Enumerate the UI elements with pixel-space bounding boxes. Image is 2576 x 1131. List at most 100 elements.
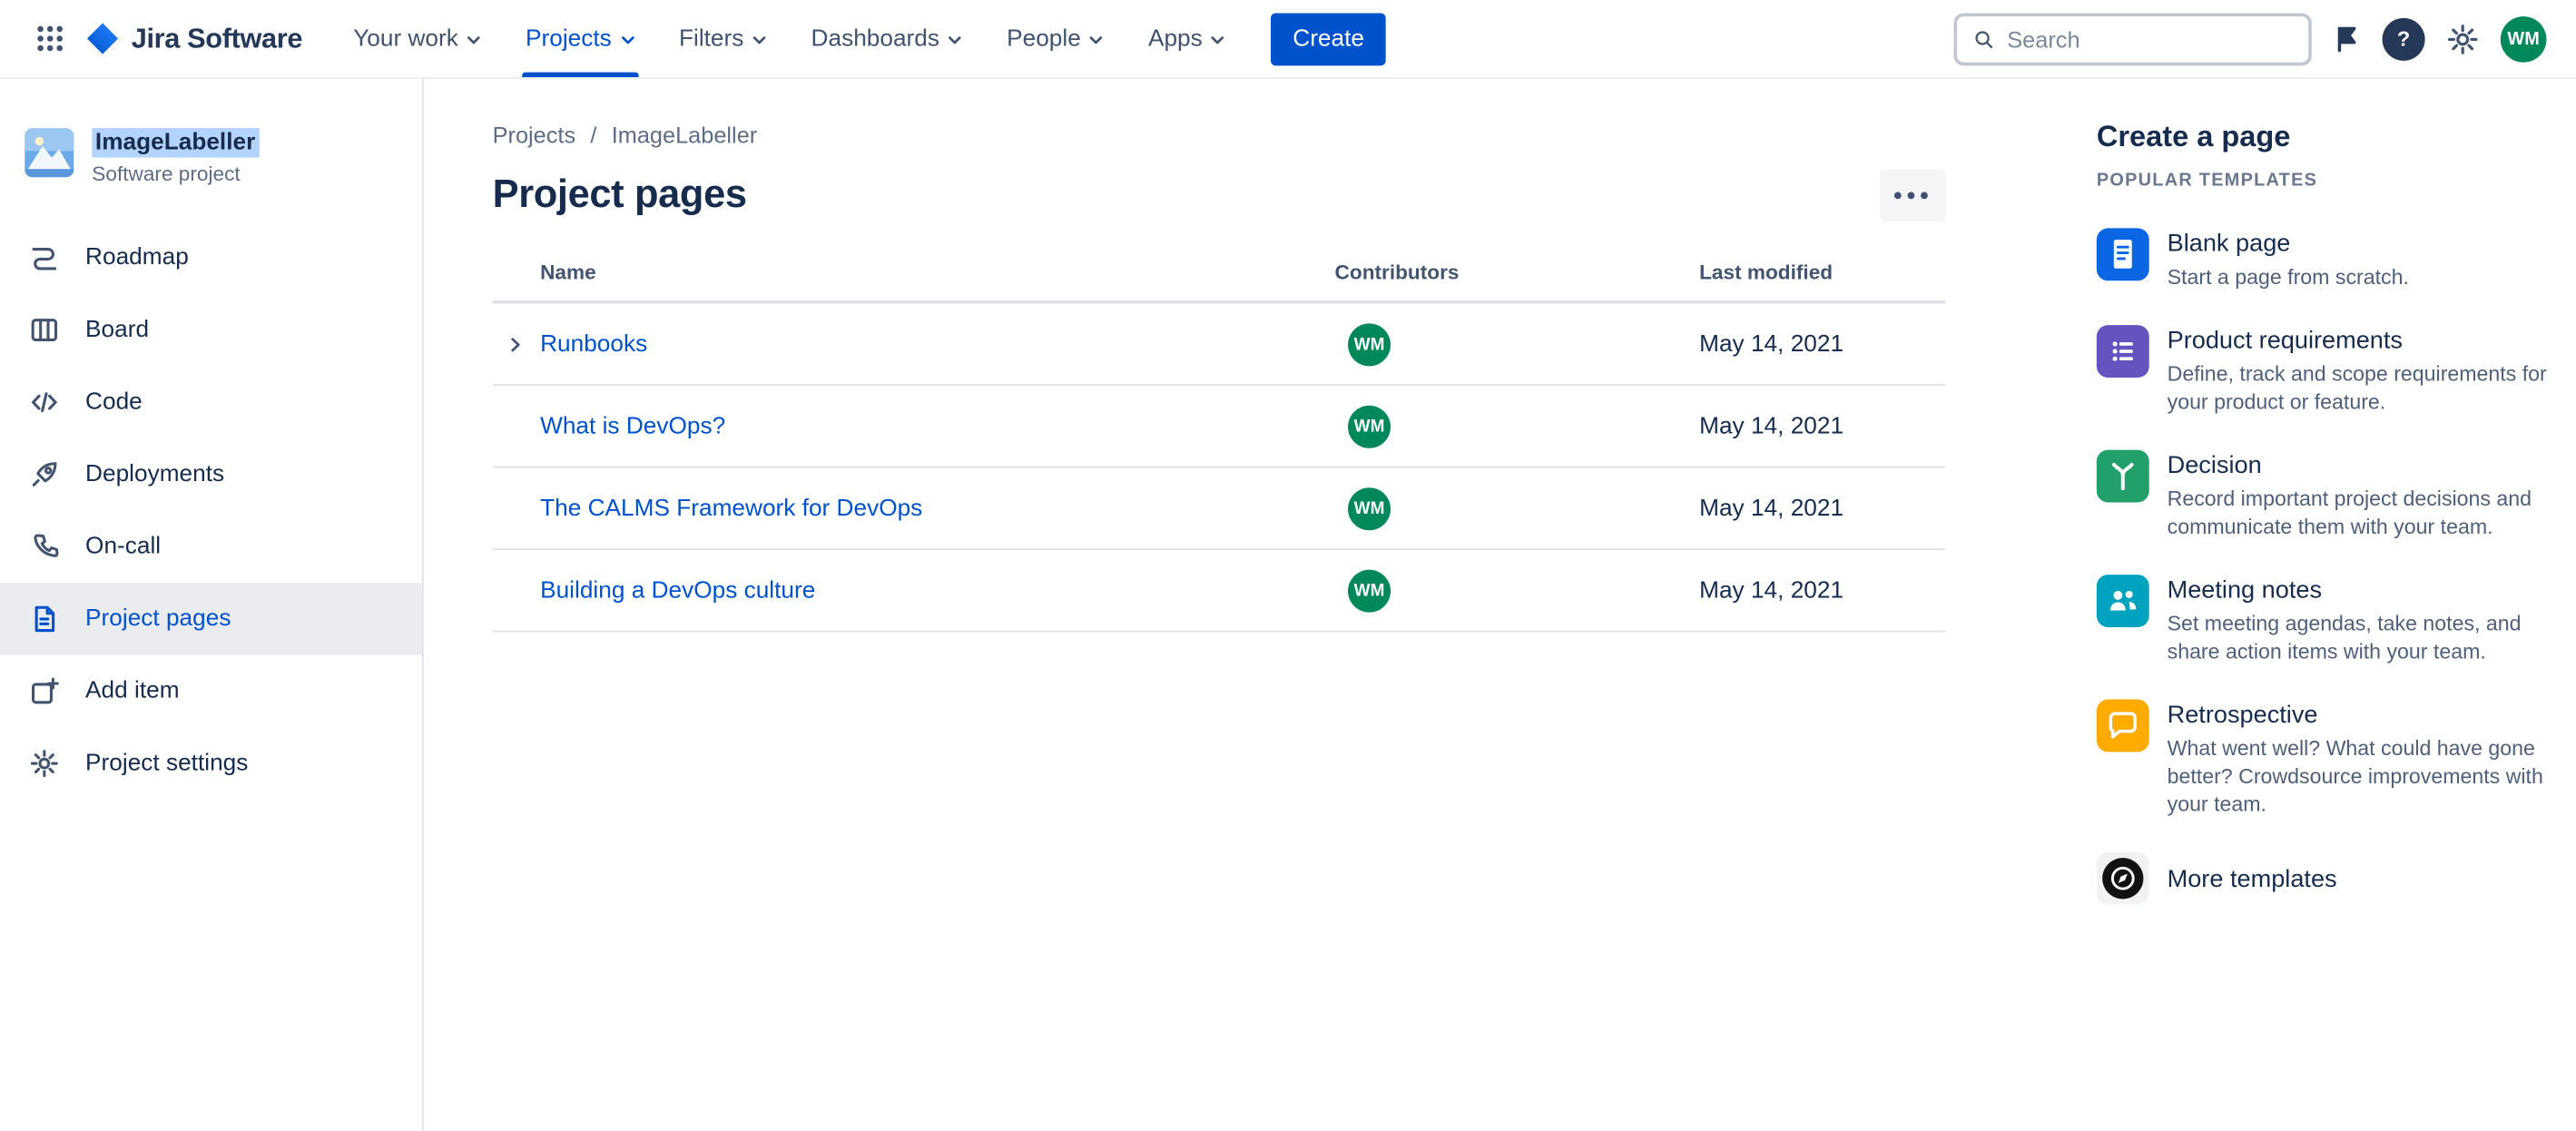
sidebar-item-label: On-call	[85, 533, 162, 560]
template-icon	[2096, 325, 2149, 379]
sidebar-item-board[interactable]: Board	[0, 294, 422, 367]
sidebar-item-label: Add item	[85, 678, 180, 704]
table-row[interactable]: The CALMS Framework for DevOps WM May 14, …	[492, 468, 1946, 550]
search-icon	[1975, 30, 1993, 48]
nav-item-filters[interactable]: Filters	[671, 0, 775, 77]
template-icon	[2096, 228, 2149, 281]
project-header[interactable]: ImageLabeller Software project	[0, 128, 422, 185]
breadcrumb-projects[interactable]: Projects	[492, 121, 576, 148]
template-name: Meeting notes	[2167, 575, 2323, 605]
pages-table-body: Runbooks WM May 14, 2021 What is DevOps? WM M…	[492, 304, 1946, 633]
app-body: ImageLabeller Software project Roadmap Bo…	[0, 78, 2576, 1131]
contributor-avatar[interactable]: WM	[1348, 404, 1391, 447]
nav-item-your-work[interactable]: Your work	[345, 0, 489, 77]
column-header-last-modified: Last modified	[1699, 261, 1834, 284]
nav-item-label: Projects	[526, 25, 612, 52]
last-modified-text: May 14, 2021	[1699, 412, 1844, 439]
template-description: Record important project decisions and c…	[2167, 486, 2532, 539]
sidebar-item-project-pages[interactable]: Project pages	[0, 583, 422, 655]
nav-item-label: Your work	[353, 25, 458, 52]
nav-item-people[interactable]: People	[998, 0, 1112, 77]
speech-bubble-icon	[2109, 712, 2137, 739]
list-icon	[2112, 341, 2133, 361]
jira-logo[interactable]: Jira Software	[85, 22, 302, 56]
template-icon	[2096, 449, 2149, 503]
sidebar-item-project-settings[interactable]: Project settings	[0, 727, 422, 800]
breadcrumb: Projects / ImageLabeller	[493, 122, 1946, 148]
breadcrumb-project-name[interactable]: ImageLabeller	[611, 121, 758, 148]
nav-item-projects[interactable]: Projects	[517, 0, 643, 78]
last-modified-cell: May 14, 2021	[1699, 330, 1945, 357]
chevron-down-icon	[1090, 36, 1103, 44]
contributor-avatar[interactable]: WM	[1348, 322, 1391, 366]
nav-item-label: Apps	[1147, 25, 1203, 52]
table-row[interactable]: Building a DevOps culture WM May 14, 2021	[492, 550, 1946, 633]
expand-chevron-icon[interactable]	[507, 336, 524, 352]
create-button[interactable]: Create	[1271, 12, 1386, 65]
sidebar-item-on-call[interactable]: On-call	[0, 511, 422, 584]
contributors-cell: WM	[1335, 568, 1700, 612]
sidebar-item-deployments[interactable]: Deployments	[0, 438, 422, 511]
templates-panel: Create a page POPULAR TEMPLATES Blank pa…	[2072, 79, 2576, 1131]
user-avatar[interactable]: WM	[2500, 15, 2547, 62]
sidebar-item-label: Board	[85, 317, 150, 344]
table-row[interactable]: Runbooks WM May 14, 2021	[492, 304, 1946, 387]
sidebar-item-label: Deployments	[85, 461, 225, 488]
last-modified-text: May 14, 2021	[1699, 330, 1844, 358]
page-link[interactable]: What is DevOps?	[540, 412, 726, 439]
template-item-retrospective[interactable]: Retrospective What went well? What could …	[2096, 699, 2566, 818]
gear-icon	[30, 750, 58, 778]
brand-text: Jira Software	[131, 22, 303, 54]
contributor-avatar[interactable]: WM	[1348, 568, 1391, 612]
search-box[interactable]	[1953, 12, 2312, 65]
template-name: Blank page	[2167, 230, 2291, 258]
template-description: Start a page from scratch.	[2167, 264, 2409, 290]
contributor-avatar[interactable]: WM	[1348, 487, 1391, 530]
add-item-icon	[32, 677, 59, 704]
roadmap-icon	[32, 248, 57, 270]
page-link[interactable]: Runbooks	[540, 330, 648, 358]
template-item-product-requirements[interactable]: Product requirements Define, track and sc…	[2096, 325, 2567, 415]
compass-icon	[2096, 851, 2149, 905]
topbar: Jira Software Your work Projects Filters Da…	[0, 0, 2576, 79]
page-link[interactable]: The CALMS Framework for DevOps	[540, 495, 923, 522]
templates-panel-title: Create a page	[2096, 120, 2291, 153]
project-avatar	[25, 128, 74, 178]
column-header-contributors: Contributors	[1334, 261, 1460, 284]
template-icon	[2096, 575, 2149, 627]
template-text: Meeting notes Set meeting agendas, take n…	[2168, 575, 2567, 664]
last-modified-cell: May 14, 2021	[1699, 577, 1945, 604]
notification-flag-icon[interactable]	[2331, 23, 2362, 54]
table-row[interactable]: What is DevOps? WM May 14, 2021	[492, 386, 1946, 468]
project-type: Software project	[92, 162, 241, 186]
chevron-down-icon	[752, 36, 766, 44]
sidebar-item-roadmap[interactable]: Roadmap	[0, 221, 422, 294]
code-icon	[32, 392, 57, 413]
template-name: Product requirements	[2167, 326, 2404, 355]
more-actions-button[interactable]: ●●●	[1880, 169, 1946, 222]
gear-icon[interactable]	[2444, 21, 2481, 57]
blank-page-icon	[2113, 240, 2132, 269]
help-icon[interactable]: ?	[2382, 16, 2425, 61]
nav-item-apps[interactable]: Apps	[1140, 0, 1234, 77]
template-item-more-templates[interactable]: More templates	[2096, 851, 2566, 905]
column-header-name: Name	[540, 261, 596, 284]
template-item-blank-page[interactable]: Blank page Start a page from scratch.	[2096, 228, 2566, 290]
app-switcher-icon[interactable]	[26, 15, 73, 62]
primary-nav: Your work Projects Filters Dashboards People…	[345, 0, 1262, 78]
nav-item-dashboards[interactable]: Dashboards	[803, 0, 971, 77]
template-description: Define, track and scope requirements for…	[2167, 360, 2547, 414]
breadcrumb-separator: /	[590, 121, 597, 148]
search-input[interactable]	[2007, 25, 2293, 52]
sidebar-item-label: Roadmap	[85, 244, 189, 271]
template-item-decision[interactable]: Decision Record important project decisio…	[2096, 449, 2566, 540]
project-title-block: ImageLabeller Software project	[92, 128, 259, 185]
page-link[interactable]: Building a DevOps culture	[540, 576, 816, 604]
template-item-meeting-notes[interactable]: Meeting notes Set meeting agendas, take n…	[2096, 575, 2567, 664]
template-text: Product requirements Define, track and sc…	[2168, 325, 2567, 415]
sidebar-item-add-item[interactable]: Add item	[0, 655, 422, 728]
sidebar-item-code[interactable]: Code	[0, 366, 422, 438]
template-name: More templates	[2167, 865, 2337, 893]
last-modified-cell: May 14, 2021	[1699, 413, 1945, 439]
jira-logo-icon	[86, 23, 119, 54]
